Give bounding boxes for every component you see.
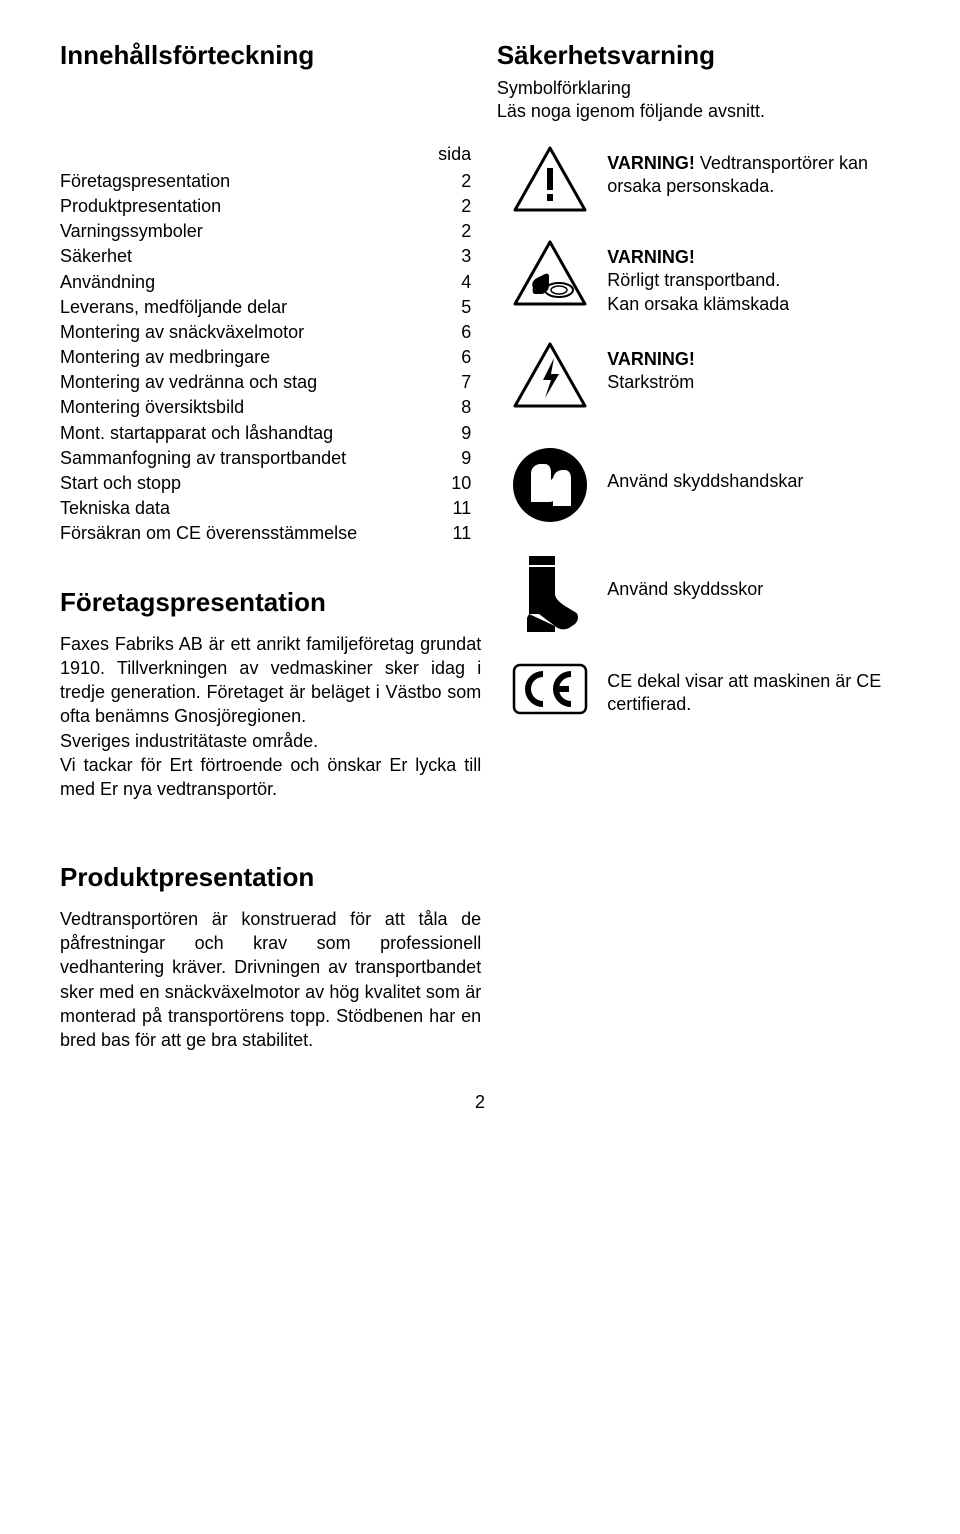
toc-row: Produktpresentation2 [60,194,481,219]
toc-item-page: 4 [451,270,481,295]
toc-item-label: Leverans, medföljande delar [60,295,451,320]
toc-row: Montering av medbringare6 [60,345,481,370]
toc-item-page: 3 [451,244,481,269]
toc-item-page: 9 [451,421,481,446]
subhead-1: Symbolförklaring [497,77,900,100]
toc-row: Start och stopp10 [60,471,481,496]
toc-item-page: 10 [451,471,481,496]
gloves-text: Använd skyddshandskar [607,446,803,493]
toc-item-label: Montering av vedränna och stag [60,370,451,395]
toc-item-page: 6 [451,345,481,370]
toc-item-label: Företagspresentation [60,169,451,194]
toc-item-label: Användning [60,270,451,295]
toc-item-page: 2 [451,169,481,194]
toc-item-label: Varningssymboler [60,219,451,244]
toc-item-label: Säkerhet [60,244,451,269]
toc-item-label: Montering av snäckväxelmotor [60,320,451,345]
toc-row: Företagspresentation2 [60,169,481,194]
sida-label: sida [60,144,481,165]
product-heading: Produktpresentation [60,862,481,893]
boots-text: Använd skyddsskor [607,548,763,601]
ce-text: CE dekal visar att maskinen är CE certif… [607,662,900,717]
toc-item-label: Tekniska data [60,496,451,521]
toc-item-page: 2 [451,219,481,244]
toc-item-page: 11 [451,521,481,546]
toc-item-page: 5 [451,295,481,320]
company-text: Faxes Fabriks AB är ett anrikt familjefö… [60,632,481,802]
gloves-icon [511,446,589,524]
warning-hand-icon [511,238,589,308]
warning-triangle-icon [511,144,589,214]
toc-item-label: Mont. startapparat och låshandtag [60,421,451,446]
toc-row: Användning4 [60,270,481,295]
toc-item-page: 9 [451,446,481,471]
toc-row: Leverans, medföljande delar5 [60,295,481,320]
toc-row: Montering av snäckväxelmotor6 [60,320,481,345]
toc-item-label: Försäkran om CE överensstämmelse [60,521,451,546]
toc-row: Varningssymboler2 [60,219,481,244]
ce-mark-icon [511,662,589,716]
toc-item-page: 7 [451,370,481,395]
toc-item-page: 2 [451,194,481,219]
toc-item-label: Produktpresentation [60,194,451,219]
toc-item-label: Montering översiktsbild [60,395,451,420]
warning-2-text: VARNING! Rörligt transportband. Kan orsa… [607,238,789,316]
page-number: 2 [60,1092,900,1113]
toc-item-page: 6 [451,320,481,345]
company-heading: Företagspresentation [60,587,481,618]
boots-icon [511,548,589,638]
safety-heading: Säkerhetsvarning [497,40,900,71]
toc-row: Försäkran om CE överensstämmelse11 [60,521,481,546]
toc-item-label: Sammanfogning av transportbandet [60,446,451,471]
product-text: Vedtransportören är konstruerad för att … [60,907,481,1053]
toc-row: Montering av vedränna och stag7 [60,370,481,395]
toc-row: Mont. startapparat och låshandtag9 [60,421,481,446]
toc-item-label: Start och stopp [60,471,451,496]
toc-row: Säkerhet3 [60,244,481,269]
subhead-2: Läs noga igenom följande avsnitt. [497,100,900,123]
toc-row: Sammanfogning av transportbandet9 [60,446,481,471]
toc-heading: Innehållsförteckning [60,40,314,71]
toc-list: Företagspresentation2Produktpresentation… [60,169,481,547]
toc-row: Montering översiktsbild8 [60,395,481,420]
warning-lightning-icon [511,340,589,410]
warning-1-text: VARNING! Vedtransportörer kan orsaka per… [607,144,900,199]
toc-item-label: Montering av medbringare [60,345,451,370]
toc-item-page: 8 [451,395,481,420]
toc-item-page: 11 [451,496,481,521]
warning-3-text: VARNING! Starkström [607,340,695,395]
toc-row: Tekniska data11 [60,496,481,521]
